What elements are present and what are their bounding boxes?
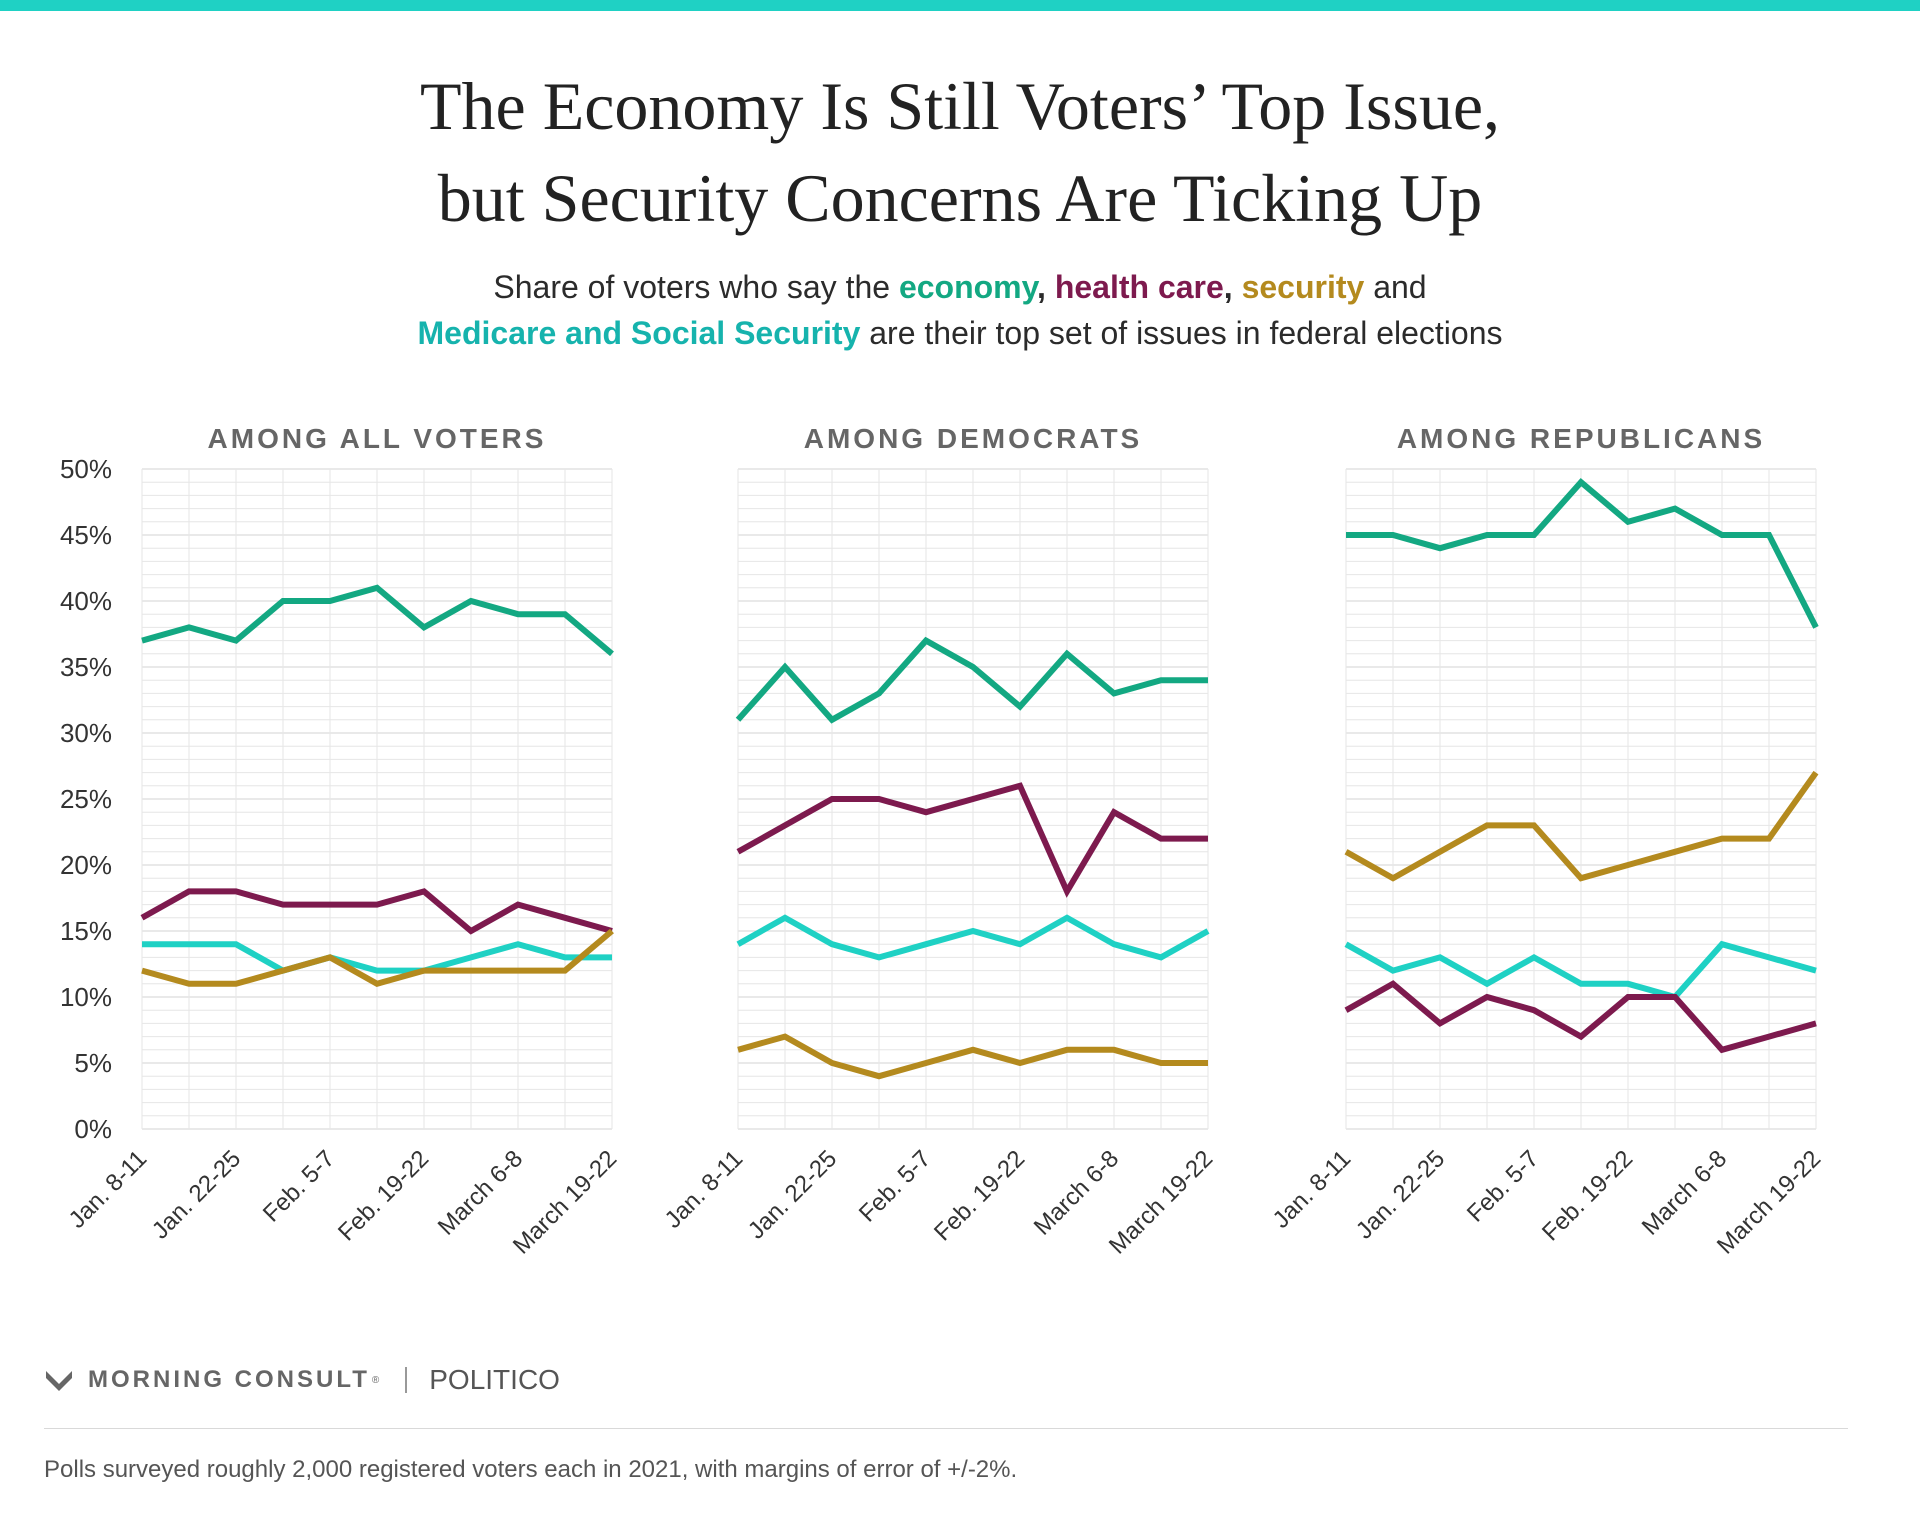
- brand-registered-mark: ®: [371, 1374, 380, 1386]
- y-tick-label: 50%: [60, 454, 112, 484]
- title-line-1: The Economy Is Still Voters’ Top Issue,: [419, 68, 1501, 144]
- x-tick-label: Feb. 5-7: [854, 1145, 936, 1227]
- y-tick-label: 30%: [60, 718, 112, 748]
- series-line-economy: [141, 584, 614, 657]
- accent-bar: [0, 0, 1920, 11]
- y-tick-label: 25%: [60, 784, 112, 814]
- y-tick-label: 0%: [74, 1114, 112, 1144]
- y-tick-label: 15%: [60, 916, 112, 946]
- y-tick-label: 45%: [60, 520, 112, 550]
- morning-consult-logo-icon: [46, 1371, 72, 1391]
- x-tick-label: Jan. 22-25: [743, 1145, 842, 1244]
- series-line-economy: [735, 636, 1208, 724]
- y-tick-label: 35%: [60, 652, 112, 682]
- subtitle-comma: ,: [1223, 269, 1242, 305]
- x-tick-label: Feb. 5-7: [258, 1145, 340, 1227]
- brand-separator: [405, 1367, 408, 1393]
- series-line-medicare: [1344, 940, 1817, 1001]
- chart-title: The Economy Is Still Voters’ Top Issue, …: [0, 60, 1920, 244]
- panel-title: AMONG ALL VOTERS: [208, 423, 547, 454]
- legend-medicare: Medicare and Social Security: [417, 315, 861, 351]
- series-line-health-care: [1344, 980, 1817, 1054]
- subtitle-text: Share of voters who say the: [493, 269, 899, 305]
- series-line-health-care: [140, 888, 613, 935]
- y-tick-label: 40%: [60, 586, 112, 616]
- x-tick-label: Feb. 19-22: [333, 1145, 434, 1246]
- x-tick-label: March 6-8: [1637, 1145, 1732, 1240]
- brand-name: MORNING CONSULT: [88, 1366, 370, 1393]
- series-line-health-care: [736, 782, 1208, 898]
- panel-title: AMONG DEMOCRATS: [804, 423, 1142, 454]
- series-line-medicare: [736, 914, 1210, 961]
- series-line-medicare: [142, 941, 612, 974]
- legend-economy: economy: [898, 269, 1038, 305]
- partner-name: POLITICO: [429, 1364, 560, 1395]
- series-line-economy: [1346, 478, 1819, 629]
- x-tick-label: Feb. 5-7: [1462, 1145, 1544, 1227]
- title-line-2: but Security Concerns Are Ticking Up: [437, 160, 1483, 236]
- panel-title: AMONG REPUBLICANS: [1397, 423, 1765, 454]
- footer-divider: [44, 1428, 1848, 1429]
- subtitle-and: and: [1364, 269, 1427, 305]
- x-tick-label: Jan. 22-25: [147, 1145, 246, 1244]
- x-tick-label: Jan. 8-11: [1268, 1145, 1357, 1234]
- subtitle-line-2: Medicare and Social Security are their t…: [0, 310, 1920, 356]
- subtitle-line-1: Share of voters who say the economy, hea…: [0, 264, 1920, 310]
- y-tick-label: 10%: [60, 982, 112, 1012]
- subtitle-text: are their top set of issues in federal e…: [860, 315, 1503, 351]
- x-tick-label: Jan. 8-11: [660, 1145, 749, 1234]
- x-tick-label: Jan. 8-11: [64, 1145, 153, 1234]
- y-tick-label: 20%: [60, 850, 112, 880]
- legend-security: security: [1241, 269, 1365, 305]
- brand-footer: MORNING CONSULT ® POLITICO: [44, 1364, 560, 1396]
- series-line-security: [1344, 770, 1819, 882]
- chart-subtitle: Share of voters who say the economy, hea…: [0, 264, 1920, 356]
- x-tick-label: March 6-8: [433, 1145, 528, 1240]
- series-line-security: [737, 1033, 1208, 1080]
- legend-health-care: health care: [1054, 269, 1224, 305]
- x-tick-label: Feb. 19-22: [929, 1145, 1030, 1246]
- x-tick-label: Feb. 19-22: [1537, 1145, 1638, 1246]
- x-tick-label: March 6-8: [1029, 1145, 1124, 1240]
- footnote: Polls surveyed roughly 2,000 registered …: [44, 1456, 1018, 1483]
- x-tick-label: Jan. 22-25: [1351, 1145, 1450, 1244]
- series-line-security: [141, 928, 614, 988]
- subtitle-comma: ,: [1037, 269, 1055, 305]
- y-tick-label: 5%: [74, 1048, 112, 1078]
